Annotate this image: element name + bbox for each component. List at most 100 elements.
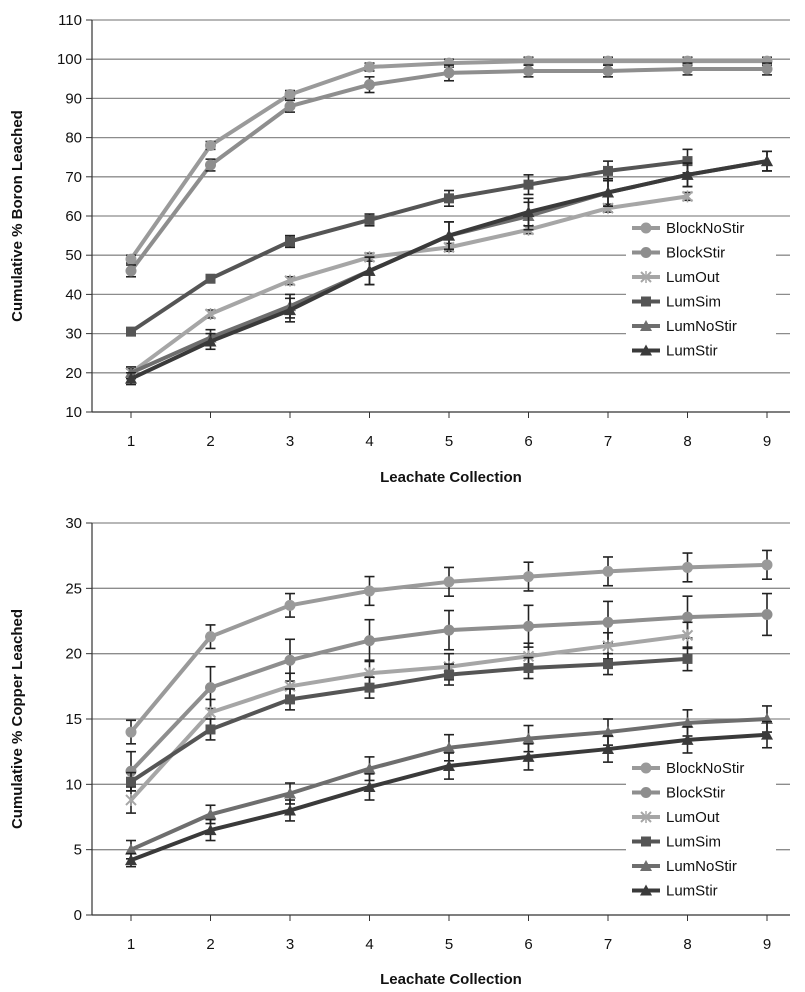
series-blocknostir (125, 549, 773, 745)
legend-label: LumNoStir (666, 318, 737, 335)
data-point (602, 565, 614, 577)
legend-item-lumnostir: LumNoStir (626, 315, 776, 337)
y-tick-label: 15 (65, 711, 82, 728)
data-point (603, 165, 613, 176)
y-tick-label: 20 (65, 365, 82, 382)
legend-swatch (640, 860, 652, 871)
data-point (285, 236, 295, 247)
y-tick-label: 25 (65, 580, 82, 597)
data-point (603, 659, 613, 670)
x-tick-label: 5 (445, 433, 453, 450)
data-point (125, 372, 137, 384)
data-point (205, 682, 216, 694)
data-point (761, 728, 773, 740)
legend-item-lumout: LumOut (626, 266, 776, 288)
data-point (205, 724, 216, 735)
y-tick-label: 90 (65, 90, 82, 107)
y-tick-label: 60 (65, 208, 82, 225)
data-point (284, 88, 296, 100)
data-point (284, 654, 296, 666)
legend-item-blockstir: BlockStir (626, 781, 776, 804)
legend-item-lumstir: LumStir (626, 879, 776, 902)
y-tick-label: 80 (65, 130, 82, 147)
data-point (204, 808, 217, 820)
data-point (523, 571, 534, 583)
data-point (761, 155, 773, 167)
legend-swatch (640, 222, 652, 234)
data-point (443, 760, 455, 772)
x-tick-label: 2 (206, 936, 214, 953)
data-point (602, 726, 614, 738)
data-point (523, 663, 534, 674)
y-tick-label: 30 (65, 515, 82, 532)
data-point (682, 653, 693, 664)
x-tick-label: 1 (127, 433, 135, 450)
data-point (522, 750, 535, 762)
y-tick-label: 110 (58, 12, 82, 29)
legend-label: LumSim (666, 834, 721, 851)
data-point (363, 780, 376, 792)
data-point (126, 776, 136, 787)
legend-swatch (640, 271, 652, 283)
data-point (363, 762, 376, 774)
data-point (205, 273, 216, 284)
data-point (682, 156, 693, 167)
legend-item-lumsim: LumSim (626, 830, 776, 853)
x-tick-label: 5 (445, 936, 453, 953)
data-point (284, 304, 296, 316)
data-point (681, 733, 694, 745)
y-tick-label: 10 (65, 404, 82, 421)
legend-swatch (640, 762, 652, 774)
legend-label: LumSim (666, 294, 721, 311)
x-tick-label: 8 (683, 433, 691, 450)
data-point (364, 214, 375, 225)
x-tick-label: 1 (127, 936, 135, 953)
series-lumsim (126, 148, 693, 337)
data-point (523, 179, 534, 190)
x-tick-label: 7 (604, 936, 612, 953)
data-point (444, 669, 454, 680)
data-point (522, 732, 535, 744)
data-point (681, 168, 694, 180)
legend-item-lumnostir: LumNoStir (626, 855, 776, 877)
legend-swatch (640, 344, 652, 356)
legend-swatch (641, 296, 651, 307)
y-tick-label: 100 (57, 51, 82, 68)
data-point (523, 620, 534, 632)
y-tick-label: 0 (74, 907, 82, 924)
x-tick-label: 6 (524, 433, 532, 450)
legend-label: LumOut (666, 269, 720, 286)
data-point (205, 139, 216, 151)
data-point (204, 308, 217, 320)
data-point (284, 787, 296, 799)
data-point (364, 635, 375, 647)
data-point (205, 159, 216, 171)
data-point (125, 253, 137, 265)
data-point (284, 100, 296, 112)
data-point (364, 585, 375, 597)
data-point (285, 694, 295, 705)
data-point (125, 854, 137, 866)
legend-item-lumout: LumOut (626, 806, 776, 828)
data-point (602, 616, 614, 628)
data-point (204, 335, 217, 347)
y-tick-label: 40 (65, 286, 82, 303)
legend-label: BlockNoStir (666, 220, 744, 237)
data-point (681, 716, 694, 728)
data-point (363, 264, 376, 276)
x-tick-label: 3 (286, 936, 294, 953)
legend-label: LumStir (666, 343, 718, 360)
x-tick-label: 9 (763, 936, 771, 953)
x-tick-label: 4 (365, 433, 373, 450)
y-tick-label: 70 (65, 169, 82, 186)
x-tick-label: 3 (286, 433, 294, 450)
data-point (125, 843, 137, 855)
data-point (682, 561, 693, 573)
legend-label: LumOut (666, 809, 720, 826)
series-lumstir (125, 150, 773, 386)
data-point (284, 274, 296, 287)
y-tick-label: 30 (65, 326, 82, 343)
series-line (129, 633, 688, 802)
data-point (443, 624, 455, 636)
data-point (443, 576, 455, 588)
